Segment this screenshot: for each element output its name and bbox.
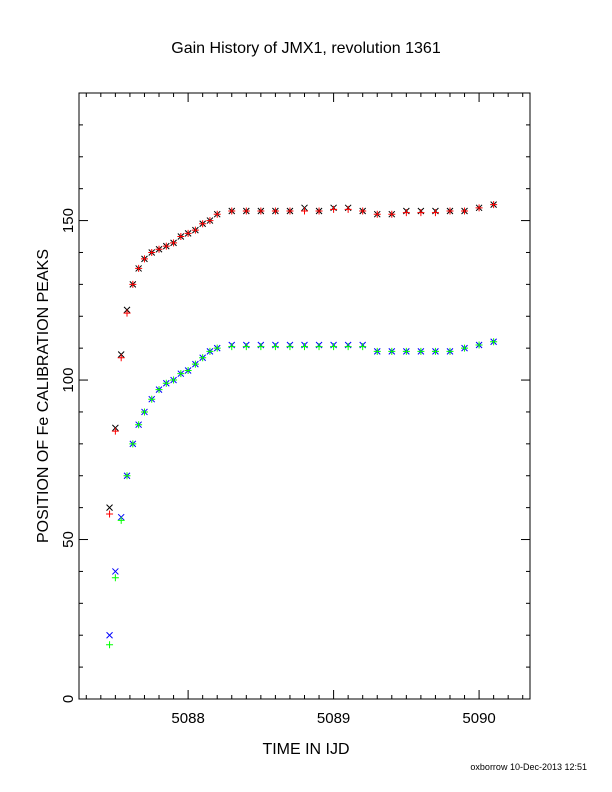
data-point — [359, 343, 367, 351]
x-tick-label: 5088 — [171, 710, 204, 727]
data-point — [344, 205, 352, 213]
data-point — [106, 641, 114, 649]
y-tick-label: 150 — [60, 208, 77, 233]
data-point — [446, 347, 454, 355]
data-point — [475, 341, 483, 349]
data-point — [490, 201, 498, 209]
data-point — [373, 347, 381, 355]
data-point — [271, 343, 279, 351]
data-point — [242, 207, 250, 215]
data-point — [106, 631, 113, 639]
data-point — [135, 421, 143, 429]
data-point — [286, 343, 294, 351]
x-axis-label: TIME IN IJD — [262, 741, 349, 758]
data-point — [475, 204, 483, 212]
data-point — [213, 210, 221, 218]
data-point — [111, 427, 119, 435]
series-1 — [106, 201, 498, 518]
data-point — [106, 504, 113, 511]
y-tick-label: 100 — [60, 368, 77, 393]
data-point — [315, 343, 323, 351]
data-point — [111, 574, 119, 582]
x-tick-label: 5090 — [462, 710, 495, 727]
data-point — [129, 280, 137, 288]
data-point — [431, 209, 439, 217]
marks-layer — [106, 201, 498, 649]
x-tick-label: 5089 — [317, 710, 350, 727]
data-point — [162, 379, 170, 387]
data-point — [148, 395, 156, 403]
data-point — [257, 343, 265, 351]
footer-stamp: oxborrow 10-Dec-2013 12:51 — [470, 762, 587, 772]
data-point — [123, 309, 131, 317]
data-point — [123, 472, 131, 480]
data-point — [359, 207, 367, 215]
data-point — [184, 229, 192, 237]
data-point — [257, 207, 265, 215]
data-point — [417, 347, 425, 355]
data-point — [388, 210, 396, 218]
data-point — [228, 207, 236, 215]
data-point — [373, 210, 381, 218]
data-point — [117, 354, 125, 362]
data-point — [461, 344, 469, 352]
data-point — [286, 207, 294, 215]
data-point — [199, 220, 207, 228]
data-point — [155, 386, 163, 394]
data-point — [490, 338, 498, 346]
data-point — [170, 376, 178, 384]
data-point — [242, 343, 250, 351]
data-point — [431, 347, 439, 355]
data-point — [402, 209, 410, 217]
y-tick-label: 50 — [60, 531, 77, 548]
data-point — [148, 248, 156, 256]
data-point — [271, 207, 279, 215]
data-point — [206, 217, 214, 225]
data-point — [155, 245, 163, 253]
data-point — [417, 209, 425, 217]
data-point — [402, 347, 410, 355]
axis-layer: 5088 5089 5090 0 50 100 150 — [60, 92, 530, 727]
data-point — [228, 343, 236, 351]
data-point — [301, 207, 308, 215]
data-point — [112, 568, 119, 575]
data-point — [388, 347, 396, 355]
data-point — [301, 343, 308, 351]
data-point — [330, 343, 338, 351]
data-point — [213, 344, 221, 352]
data-point — [129, 440, 137, 448]
data-point — [177, 233, 185, 241]
series-3 — [106, 338, 498, 649]
data-point — [184, 366, 192, 374]
chart-title: Gain History of JMX1, revolution 1361 — [171, 40, 441, 57]
data-point — [461, 207, 469, 215]
data-point — [330, 205, 338, 213]
data-point — [177, 370, 185, 378]
data-point — [135, 264, 143, 272]
y-axis-label: POSITION OF Fe CALIBRATION PEAKS — [35, 249, 52, 543]
data-point — [191, 360, 199, 368]
plot-frame — [78, 92, 531, 700]
data-point — [117, 516, 125, 524]
data-point — [446, 207, 454, 215]
data-point — [344, 343, 352, 351]
data-point — [206, 347, 214, 355]
y-tick-label: 0 — [60, 695, 77, 703]
series-0 — [106, 201, 497, 511]
data-point — [162, 242, 170, 250]
data-point — [191, 226, 199, 234]
data-point — [199, 354, 207, 362]
data-point — [170, 239, 178, 247]
data-point — [315, 207, 323, 215]
data-point — [140, 408, 148, 416]
data-point — [140, 255, 148, 263]
data-point — [106, 510, 114, 518]
